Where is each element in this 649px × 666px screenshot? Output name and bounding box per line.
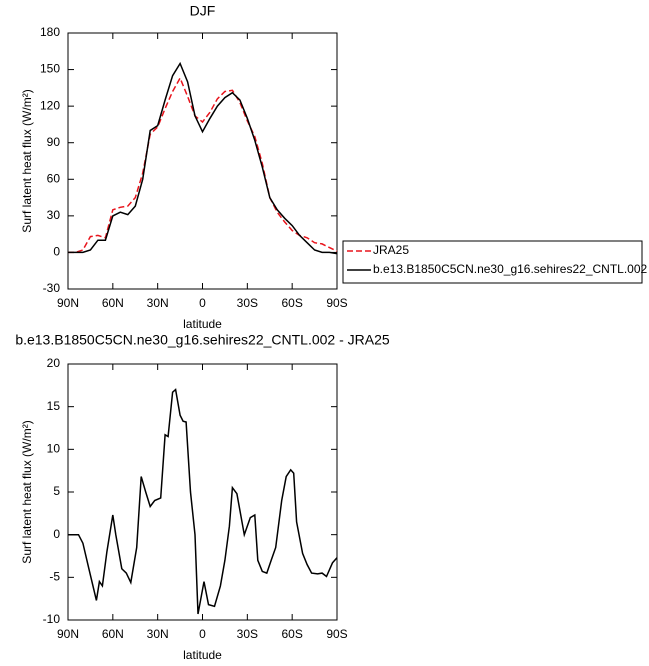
data-line xyxy=(68,388,338,615)
y-tick-label: 30 xyxy=(47,208,61,222)
y-tick-label: 15 xyxy=(47,399,61,413)
y-tick-label: 60 xyxy=(47,171,61,185)
x-tick-label: 60N xyxy=(102,296,124,310)
x-tick-label: 90N xyxy=(57,627,79,641)
x-tick-label: 60S xyxy=(281,627,302,641)
x-tick-label: 0 xyxy=(199,627,206,641)
x-axis-label: latitude xyxy=(183,317,222,331)
x-tick-label: 0 xyxy=(199,296,206,310)
x-tick-label: 60N xyxy=(102,627,124,641)
y-tick-label: 180 xyxy=(40,25,60,39)
x-tick-label: 30S xyxy=(237,627,258,641)
x-tick-label: 60S xyxy=(281,296,302,310)
y-tick-label: 10 xyxy=(47,442,61,456)
chart-title: b.e13.B1850C5CN.ne30_g16.sehires22_CNTL.… xyxy=(15,332,390,348)
data-line xyxy=(68,76,338,254)
x-tick-label: 30N xyxy=(147,296,169,310)
legend-label: JRA25 xyxy=(373,243,409,257)
plot-frame xyxy=(67,32,338,290)
x-tick-label: 30S xyxy=(237,296,258,310)
y-tick-label: -30 xyxy=(43,281,61,295)
legend-box xyxy=(342,240,643,284)
data-line xyxy=(68,61,338,255)
x-tick-label: 90N xyxy=(57,296,79,310)
x-axis-label: latitude xyxy=(183,648,222,662)
y-tick-label: 5 xyxy=(53,484,60,498)
y-axis-label: Surf latent heat flux (W/m²) xyxy=(20,89,34,232)
y-tick-label: -10 xyxy=(43,612,61,626)
y-axis-label: Surf latent heat flux (W/m²) xyxy=(20,420,34,563)
y-tick-label: 0 xyxy=(53,527,60,541)
chart-title: DJF xyxy=(190,3,216,19)
x-tick-label: 90S xyxy=(326,296,347,310)
plot-frame xyxy=(67,363,338,621)
legend-label: b.e13.B1850C5CN.ne30_g16.sehires22_CNTL.… xyxy=(373,262,648,276)
y-tick-label: 120 xyxy=(40,98,60,112)
y-tick-label: 0 xyxy=(53,245,60,259)
y-tick-label: 90 xyxy=(47,135,61,149)
y-tick-label: 20 xyxy=(47,356,61,370)
x-tick-label: 90S xyxy=(326,627,347,641)
y-tick-label: -5 xyxy=(49,570,60,584)
y-tick-label: 150 xyxy=(40,62,60,76)
x-tick-label: 30N xyxy=(147,627,169,641)
